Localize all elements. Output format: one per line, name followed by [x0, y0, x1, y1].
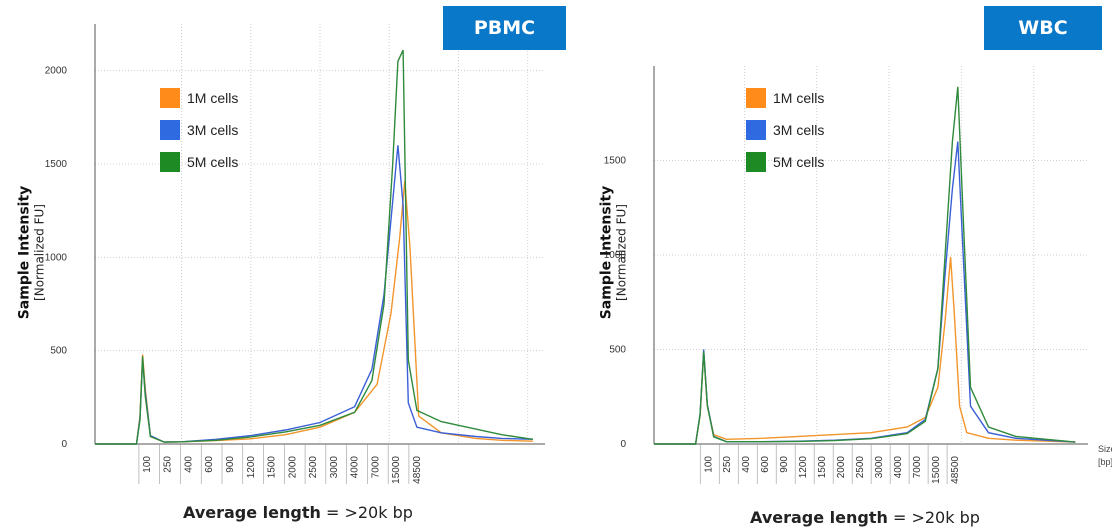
x-tick-label: 600: [204, 456, 215, 473]
wbc-average-length-label: Average length: [750, 508, 888, 527]
x-tick-label: 1500: [817, 456, 828, 479]
series-line-3: [654, 86, 1076, 445]
x-tick-label: 900: [225, 456, 236, 473]
wbc-average-length: Average length = >20k bp: [750, 508, 980, 527]
series-line-3: [95, 49, 534, 445]
y-tick-label: 2000: [45, 66, 68, 77]
legend-label: 5M cells: [187, 154, 238, 170]
x-tick-label: 7000: [912, 456, 923, 479]
y-tick-label: 1500: [45, 159, 68, 170]
x-tick-label: 4000: [350, 456, 361, 479]
legend-label: 1M cells: [773, 90, 824, 106]
legend-swatch: [160, 88, 180, 108]
x-tick-label: 15000: [391, 456, 402, 484]
pbmc-y-axis-label: Sample Intensity [Normalized FU]: [16, 143, 47, 363]
x-tick-label: 48500: [412, 456, 423, 484]
pbmc-badge: PBMC: [443, 6, 566, 50]
pbmc-chart: 0 500 1000 1500 2000 100 250 400 600 900 1200 1500 2…: [45, 24, 545, 484]
wbc-y-axis-title: Sample Intensity: [598, 185, 615, 320]
pbmc-average-length: Average length = >20k bp: [183, 503, 413, 522]
legend-swatch: [160, 152, 180, 172]
y-tick-label: 500: [50, 346, 67, 357]
y-tick-label: 1500: [604, 156, 627, 167]
y-tick-label: 0: [620, 439, 626, 450]
x-tick-label: 100: [142, 456, 153, 473]
pbmc-y-axis-unit: [Normalized FU]: [32, 204, 47, 301]
x-tick-label: 15000: [931, 456, 942, 484]
legend-swatch: [746, 88, 766, 108]
wbc-badge: WBC: [984, 6, 1102, 50]
wbc-panel: 0 500 1000 1500 100 250 400 600 900 1200 1500 2000 2…: [556, 0, 1112, 529]
grid: [654, 66, 1088, 444]
x-tick-label: 250: [722, 456, 733, 473]
legend-label: 1M cells: [187, 90, 238, 106]
grid: [95, 24, 545, 444]
x-tick-label: 100: [703, 456, 714, 473]
legend-swatch: [746, 152, 766, 172]
legend-label: 3M cells: [773, 122, 824, 138]
y-tick-label: 0: [61, 439, 67, 450]
pbmc-average-length-value: = >20k bp: [325, 503, 413, 522]
legend-swatch: [160, 120, 180, 140]
x-tick-label: 7000: [370, 456, 381, 479]
x-tick-label: 2500: [308, 456, 319, 479]
x-tick-label: 600: [760, 456, 771, 473]
x-tick-label: 2500: [855, 456, 866, 479]
x-tick-label: 3000: [329, 456, 340, 479]
x-axis-unit: [bp]: [1098, 457, 1112, 467]
legend-label: 5M cells: [773, 154, 824, 170]
x-tick-label: 400: [741, 456, 752, 473]
x-tick-label: 1500: [267, 456, 278, 479]
pbmc-panel: 0 500 1000 1500 2000 100 250 400 600 900 1200 1500 2…: [16, 6, 566, 522]
wbc-y-axis-unit: [Normalized FU]: [614, 204, 629, 301]
series-line-1: [95, 180, 533, 445]
x-tick-label: 400: [183, 456, 194, 473]
series-line-1: [654, 256, 1076, 445]
x-tick-label: 2000: [836, 456, 847, 479]
y-tick-label: 1000: [45, 252, 68, 263]
series-line-2: [654, 141, 1076, 445]
y-tick-label: 500: [609, 345, 626, 356]
wbc-chart: 0 500 1000 1500 100 250 400 600 900 1200 1500 2000 2…: [604, 66, 1112, 484]
x-tick-label: 2000: [287, 456, 298, 479]
legend-label: 3M cells: [187, 122, 238, 138]
legend: 1M cells 3M cells 5M cells: [746, 88, 824, 172]
x-tick-label: 3000: [874, 456, 885, 479]
legend: 1M cells 3M cells 5M cells: [160, 88, 238, 172]
x-axis-label: Size: [1098, 444, 1112, 454]
x-tick-label: 900: [779, 456, 790, 473]
x-tick-label: 1200: [246, 456, 257, 479]
y-tick-label: 1000: [604, 250, 627, 261]
x-tick-label: 48500: [950, 456, 961, 484]
x-tick-label: 4000: [893, 456, 904, 479]
x-tick-label: 1200: [798, 456, 809, 479]
wbc-y-axis-label: Sample Intensity [Normalized FU]: [598, 143, 629, 363]
wbc-average-length-value: = >20k bp: [892, 508, 980, 527]
legend-swatch: [746, 120, 766, 140]
x-tick-label: 250: [163, 456, 174, 473]
pbmc-y-axis-title: Sample Intensity: [16, 185, 33, 320]
pbmc-average-length-label: Average length: [183, 503, 321, 522]
series-line-2: [95, 145, 533, 445]
